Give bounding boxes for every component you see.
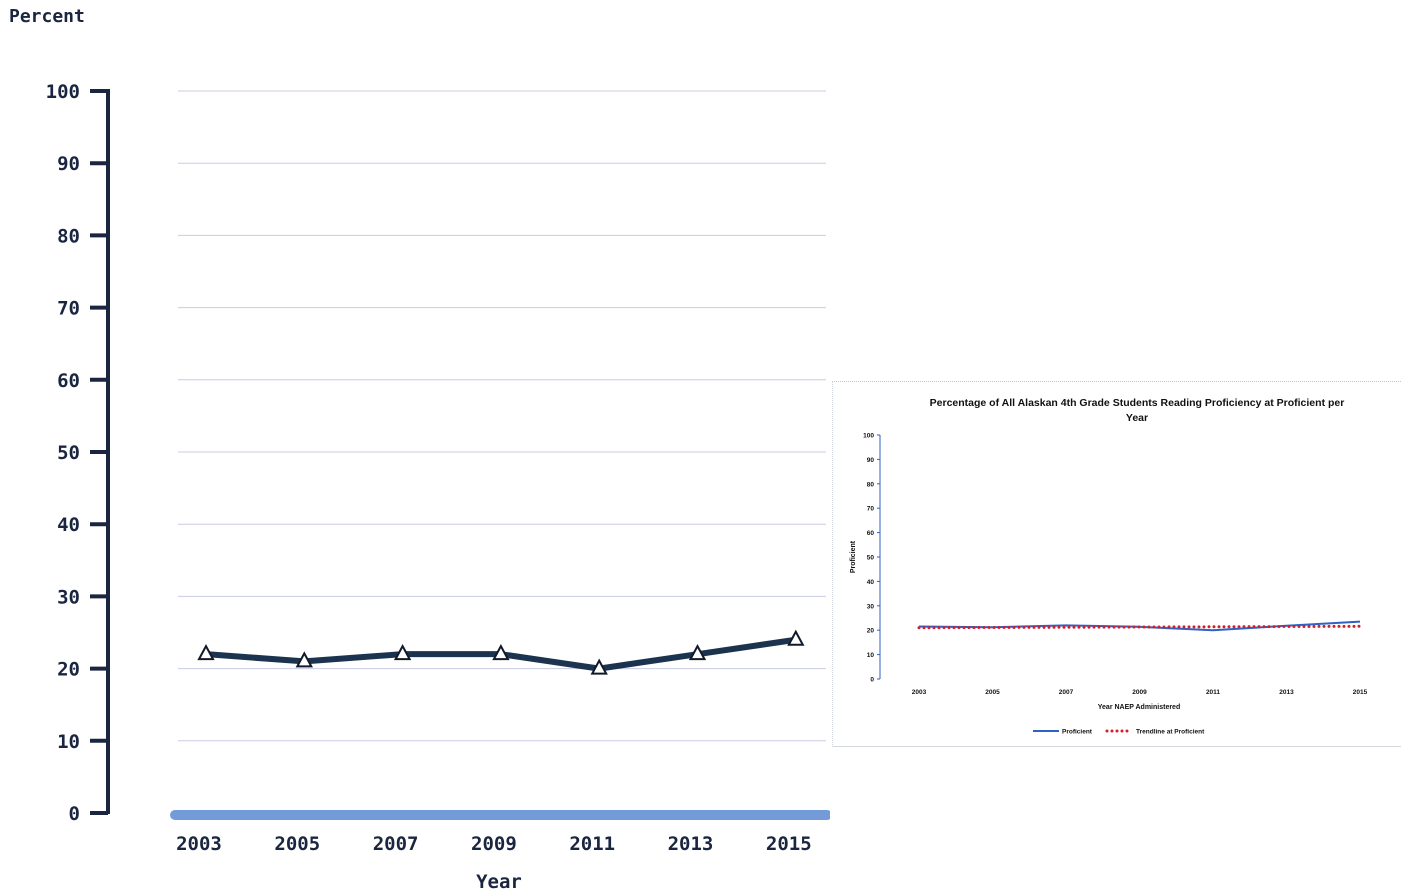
inset-x-tick-label: 2005 [985,689,1000,696]
inset-y-tick-label: 0 [870,677,874,684]
inset-trendline-series [917,624,1362,630]
main-y-tick-label: 20 [57,659,80,681]
main-y-tick-label: 50 [57,442,80,464]
main-data-point-marker [787,629,805,646]
inset-series [917,620,1362,632]
inset-y-tick-label: 70 [867,506,875,513]
inset-x-ticks: 2003 2005 2007 2009 2011 2013 2015 [912,689,1368,696]
main-x-tick-label: 2007 [373,833,419,855]
main-x-tick-label: 2005 [274,833,320,855]
main-x-tick-label: 2013 [668,833,714,855]
main-y-tick-label: 40 [57,514,80,536]
inset-line-chart: Percentage of All Alaskan 4th Grade Stud… [850,397,1368,736]
main-data-point-marker [197,644,215,661]
main-x-tick-label: 2011 [569,833,615,855]
inset-y-tick-label: 20 [867,628,875,635]
inset-legend: Proficient Trendline at Proficient [1033,729,1205,736]
main-y-axis-label: Percent [9,6,85,27]
main-data-point-marker [492,644,510,661]
inset-legend-label: Trendline at Proficient [1136,729,1205,736]
main-x-ticks: 2003 2005 2007 2009 2011 2013 2015 [176,833,812,855]
inset-y-ticks: 0 10 20 30 40 50 60 70 80 90 100 [863,433,880,684]
inset-x-tick-label: 2015 [1353,689,1368,696]
inset-y-axis-label: Proficient [850,540,857,573]
inset-y-tick-label: 30 [867,603,875,610]
inset-x-tick-label: 2011 [1206,689,1220,696]
main-data-point-marker [393,644,412,661]
main-y-tick-label: 10 [57,731,80,753]
main-y-tick-label: 0 [69,803,80,825]
main-y-tick-label: 100 [46,81,80,103]
main-x-axis-label: Year [476,871,522,893]
inset-y-tick-label: 50 [867,555,875,562]
main-data-point-marker [590,658,608,675]
main-y-tick-label: 70 [57,298,80,320]
inset-legend-label: Proficient [1062,729,1093,736]
main-gridlines [178,90,826,742]
main-data-point-marker [688,644,707,661]
main-series [197,629,805,675]
inset-x-tick-label: 2007 [1059,689,1074,696]
main-y-tick-label: 60 [57,370,80,392]
main-y-tick-label: 30 [57,586,80,608]
inset-y-tick-label: 100 [863,433,874,440]
inset-y-tick-label: 40 [867,579,875,586]
inset-x-tick-label: 2013 [1279,689,1294,696]
inset-y-tick-label: 10 [867,652,875,659]
main-x-tick-label: 2015 [766,833,812,855]
inset-title-line-2: Year [1126,412,1148,424]
inset-x-axis-label: Year NAEP Administered [1098,704,1180,711]
main-data-point-marker [295,651,313,668]
main-y-ticks: 0 10 20 30 40 50 60 70 80 90 100 [46,81,108,825]
inset-chart-panel: Percentage of All Alaskan 4th Grade Stud… [832,381,1401,747]
inset-x-tick-label: 2003 [912,689,927,696]
inset-y-tick-label: 60 [867,530,875,537]
main-x-axis-bar [170,810,830,820]
inset-x-tick-label: 2009 [1132,689,1147,696]
inset-title-line-1: Percentage of All Alaskan 4th Grade Stud… [930,397,1345,409]
main-y-tick-label: 90 [57,153,80,175]
main-x-tick-label: 2003 [176,833,222,855]
main-x-tick-label: 2009 [471,833,517,855]
inset-y-tick-label: 90 [867,457,875,464]
inset-y-tick-label: 80 [867,481,875,488]
main-y-tick-label: 80 [57,225,80,247]
